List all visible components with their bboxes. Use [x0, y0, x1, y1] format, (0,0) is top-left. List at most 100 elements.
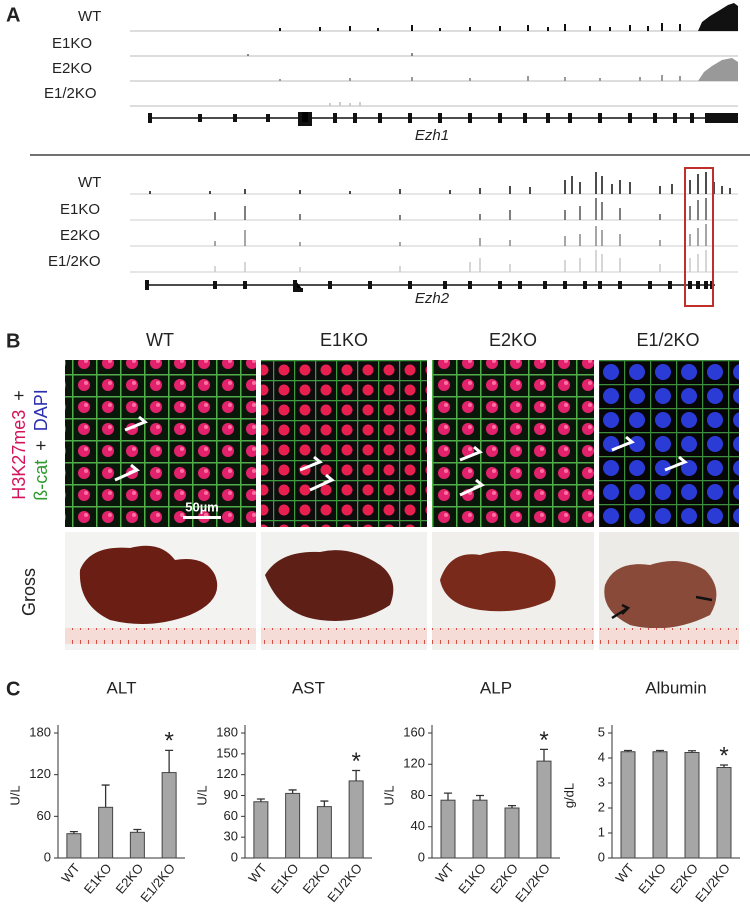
ruler — [599, 628, 739, 644]
x-tick-label: E1/2KO — [137, 860, 178, 905]
column-header: E2KO — [489, 330, 537, 350]
y-tick-label: 3 — [598, 774, 605, 789]
highlight-box — [684, 167, 714, 307]
error-bar — [288, 789, 297, 794]
arrows — [611, 595, 713, 620]
y-tick-label: 0 — [44, 849, 51, 864]
stain-h3k27me3: H3K27me3 — [9, 410, 29, 500]
bar — [504, 807, 520, 859]
track-baselines — [130, 30, 738, 107]
liver — [440, 551, 556, 612]
bar — [161, 772, 177, 859]
error-bar — [256, 798, 265, 802]
error-bar — [656, 749, 664, 752]
bar — [440, 799, 456, 859]
stain-label-line: H3K27me3 + — [9, 390, 29, 500]
y-tick-label: 160 — [403, 724, 425, 739]
gene-exons — [148, 112, 694, 126]
ruler — [432, 628, 594, 644]
micrograph — [261, 360, 427, 527]
stain-plus: + — [31, 440, 51, 451]
y-tick-label: 150 — [216, 745, 238, 760]
x-tick-label: E1KO — [455, 860, 489, 896]
gene-name: Ezh1 — [415, 127, 449, 144]
signal — [247, 53, 413, 56]
x-tick-label: E1KO — [635, 860, 669, 896]
significance-mark: * — [164, 728, 173, 755]
x-tick-label: WT — [58, 860, 83, 885]
bar — [684, 752, 700, 859]
track-baselines — [130, 193, 738, 273]
signal — [214, 250, 707, 272]
signal — [214, 198, 707, 220]
ezh1-tracks: WT E1KO E2KO E1/2KO Ezh1 — [44, 3, 738, 144]
stain-label-line: ß-cat + DAPI — [31, 389, 51, 501]
gross-photos — [65, 532, 739, 650]
panel-label: B — [6, 330, 20, 352]
track-label: E2KO — [60, 227, 100, 244]
liver — [604, 561, 717, 629]
bar — [129, 831, 145, 859]
signal — [214, 224, 707, 246]
y-tick-label: 60 — [224, 808, 238, 823]
y-axis-label: U/L — [7, 785, 22, 805]
column-header: E1KO — [320, 330, 368, 350]
chart-title: AST — [292, 678, 325, 697]
bar — [652, 751, 668, 859]
signal — [329, 102, 361, 106]
signal — [279, 75, 681, 81]
gene-exons — [145, 280, 714, 292]
significance-mark: * — [719, 742, 728, 769]
panel-label: A — [6, 4, 20, 26]
y-tick-label: 2 — [598, 799, 605, 814]
stain-plus: + — [9, 390, 29, 401]
track-label: WT — [78, 174, 101, 191]
bar — [348, 780, 364, 859]
error-bar — [101, 784, 110, 808]
gene-utr — [705, 113, 738, 123]
error-bar — [133, 828, 142, 833]
bar — [472, 799, 488, 859]
x-tick-label: E1/2KO — [324, 860, 365, 905]
x-tick-label: WT — [432, 860, 457, 885]
stain-label: H3K27me3 + ß-cat + DAPI — [9, 389, 51, 501]
ruler — [261, 628, 427, 644]
track-label: E2KO — [52, 60, 92, 77]
error-bar — [352, 769, 361, 781]
track-label: WT — [78, 8, 101, 25]
bar — [66, 833, 82, 859]
bar — [536, 760, 552, 859]
error-bar — [508, 805, 516, 808]
signal — [279, 23, 681, 31]
micrograph — [432, 360, 594, 527]
panel-label: C — [6, 678, 20, 700]
micrograph — [65, 360, 256, 527]
chart-title: Albumin — [645, 678, 706, 697]
error-bar — [540, 748, 548, 762]
y-axis-label: U/L — [381, 785, 396, 805]
y-tick-label: 5 — [598, 724, 605, 739]
y-tick-label: 180 — [29, 724, 51, 739]
y-tick-label: 0 — [418, 849, 425, 864]
y-axis-label: g/dL — [561, 783, 576, 808]
y-axis-label: U/L — [194, 785, 209, 805]
scale-bar — [183, 516, 221, 519]
y-tick-label: 40 — [411, 818, 425, 833]
x-tick-label: WT — [612, 860, 637, 885]
y-tick-label: 30 — [224, 829, 238, 844]
x-tick-label: WT — [245, 860, 270, 885]
column-header: E1/2KO — [636, 330, 699, 350]
x-tick-label: E1KO — [81, 860, 115, 896]
y-tick-label: 0 — [598, 849, 605, 864]
x-tick-label: E1/2KO — [512, 860, 553, 905]
track-label: E1/2KO — [48, 253, 101, 270]
error-bar — [69, 830, 78, 834]
significance-mark: * — [351, 748, 360, 775]
arrows — [114, 415, 688, 497]
error-bar — [320, 800, 329, 807]
